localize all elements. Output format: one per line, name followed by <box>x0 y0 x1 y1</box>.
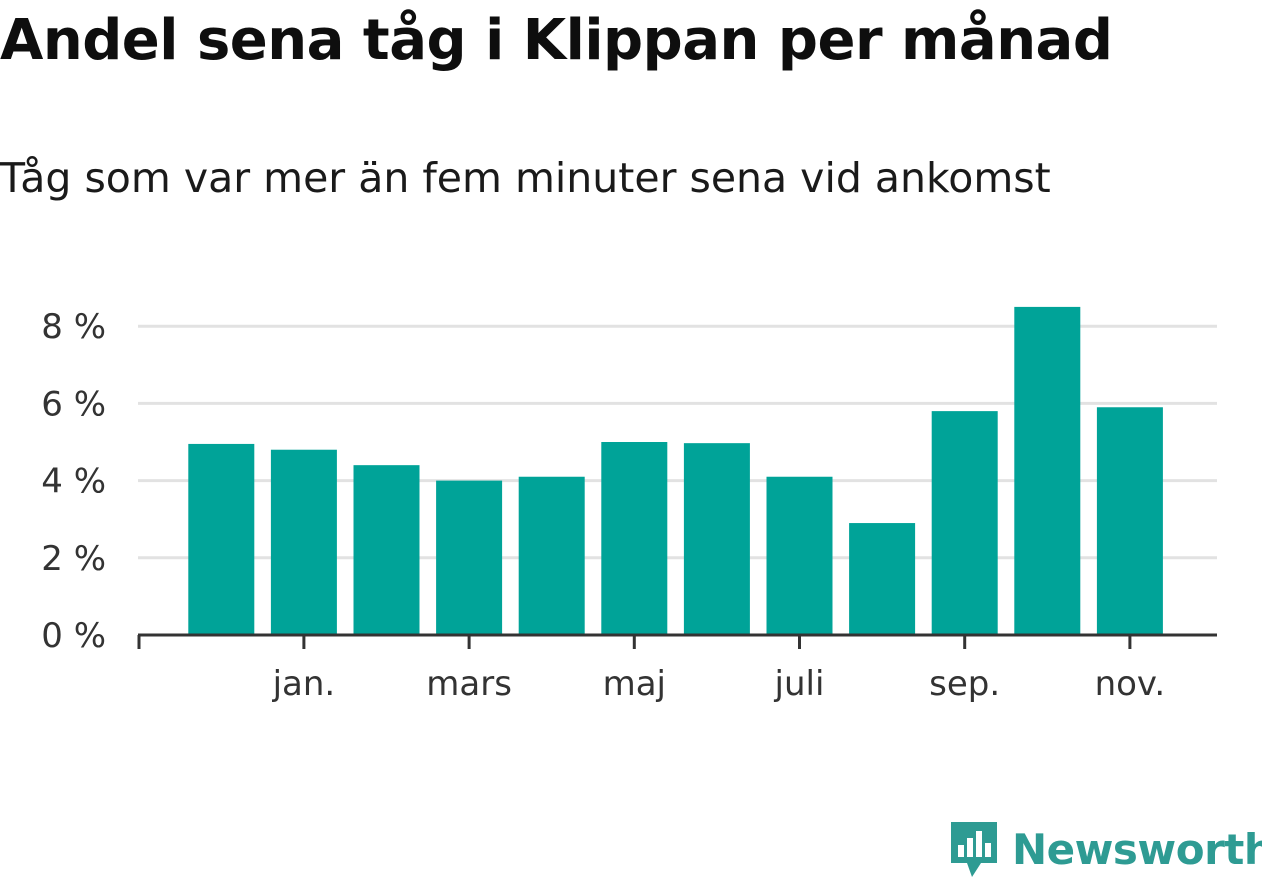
bar-mars <box>436 480 503 635</box>
y-tick-label: 6 % <box>41 384 106 424</box>
logo-text: Newsworthy <box>1012 824 1262 874</box>
x-tick-label: jan. <box>272 664 336 704</box>
bar-nov. <box>1096 407 1163 635</box>
y-tick-label: 4 % <box>41 462 106 502</box>
chart-subtitle: Tåg som var mer än fem minuter sena vid … <box>0 154 1051 202</box>
bar-okt. <box>1014 306 1081 635</box>
bar-aug. <box>849 523 916 635</box>
bar-apr. <box>518 476 585 635</box>
axes <box>137 633 1217 649</box>
x-tick-label: juli <box>774 664 825 704</box>
x-tick-label: mars <box>426 664 512 704</box>
bar-feb. <box>353 465 420 635</box>
x-tick-label: sep. <box>929 664 1000 704</box>
bars <box>188 306 1163 635</box>
bar-jan. <box>270 449 337 635</box>
newsworthy-logo: Newsworthy <box>948 818 1262 880</box>
bar-chart-badge-icon <box>951 822 997 877</box>
bar-juli <box>766 476 833 635</box>
bar-sep. <box>931 411 998 635</box>
tick-labels: 0 % 2 % 4 % 6 % 8 % jan. mars maj juli sep. nov. <box>41 307 1165 704</box>
bar-maj <box>601 442 668 635</box>
y-tick-label: 2 % <box>41 539 106 579</box>
bar-dec. <box>188 443 255 635</box>
chart-title: Andel sena tåg i Klippan per månad <box>0 8 1113 73</box>
bar-juni <box>683 443 750 635</box>
x-tick-label: maj <box>603 664 666 704</box>
x-tick-label: nov. <box>1095 664 1166 704</box>
y-tick-label: 0 % <box>41 616 106 656</box>
y-tick-label: 8 % <box>41 307 106 347</box>
